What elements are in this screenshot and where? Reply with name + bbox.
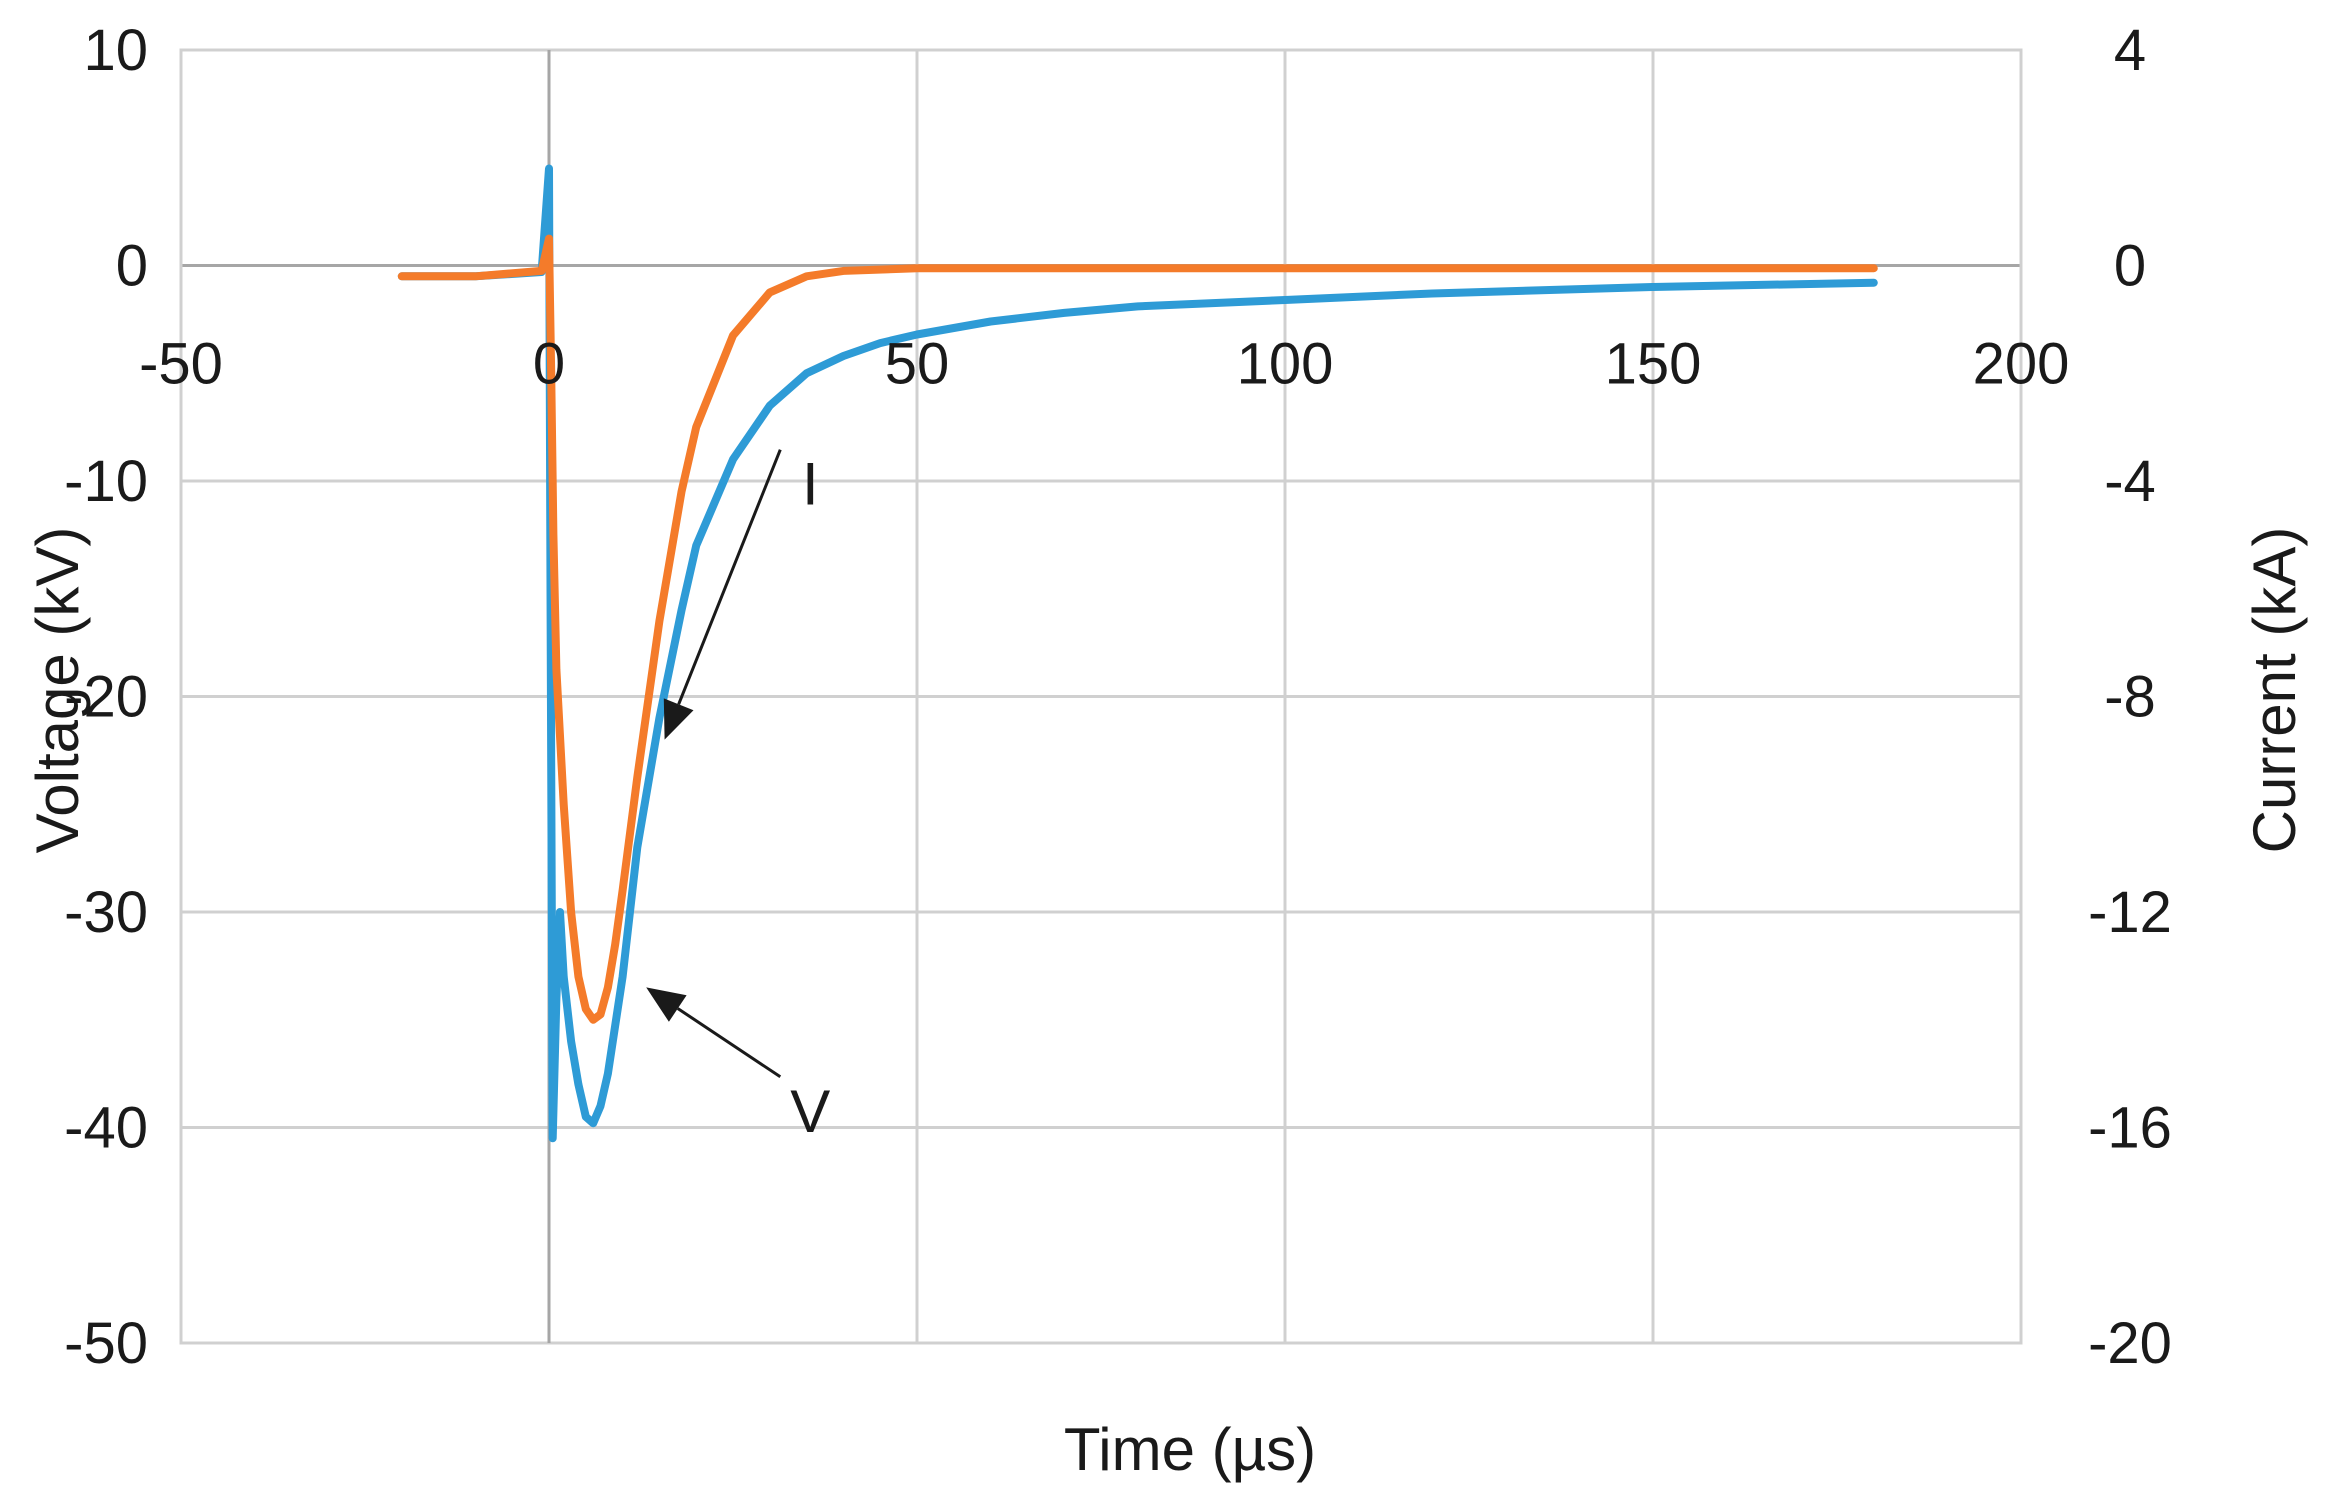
annotation-arrow-line — [677, 449, 782, 705]
y-right-tick-label: -20 — [2088, 1311, 2172, 1376]
grid — [179, 48, 2023, 1345]
x-tick-label: 50 — [885, 332, 950, 397]
y-left-tick-label: -30 — [64, 880, 148, 945]
annotations: IV — [646, 449, 830, 1145]
annotation-arrowhead — [663, 698, 694, 740]
y-left-tick-label: 0 — [116, 234, 148, 299]
x-tick-label: 0 — [533, 332, 565, 397]
y-right-tick-label: 0 — [2114, 234, 2146, 299]
y-right-tick-label: 4 — [2114, 18, 2146, 83]
series-group — [397, 164, 1878, 1143]
y-left-tick-label: -50 — [64, 1311, 148, 1376]
y-right-tick-label: -4 — [2104, 449, 2156, 514]
y-right-axis-title: Current (kA) — [2241, 527, 2308, 854]
annotation-arrowhead — [646, 987, 687, 1022]
y-left-tick-label: -40 — [64, 1096, 148, 1161]
series-line-v — [397, 164, 1878, 1143]
annotation-arrow-line — [676, 1007, 782, 1079]
y-left-axis-title: Voltage (kV) — [24, 527, 91, 854]
y-right-tick-label: -12 — [2088, 880, 2172, 945]
y-left-tick-label: -10 — [64, 449, 148, 514]
x-tick-label: 150 — [1605, 332, 1702, 397]
x-axis-title: Time (µs) — [1064, 1416, 1316, 1483]
series-line-i — [397, 234, 1878, 1024]
x-tick-label: 200 — [1973, 332, 2070, 397]
y-left-tick-label: 10 — [83, 18, 148, 83]
y-right-tick-label: -8 — [2104, 665, 2156, 730]
annotation-label-i: I — [802, 451, 819, 518]
y-right-tick-label: -16 — [2088, 1096, 2172, 1161]
annotation-label-v: V — [790, 1078, 830, 1145]
x-tick-label: 100 — [1237, 332, 1334, 397]
x-tick-label: -50 — [139, 332, 223, 397]
y-left-tick-label: -20 — [64, 665, 148, 730]
